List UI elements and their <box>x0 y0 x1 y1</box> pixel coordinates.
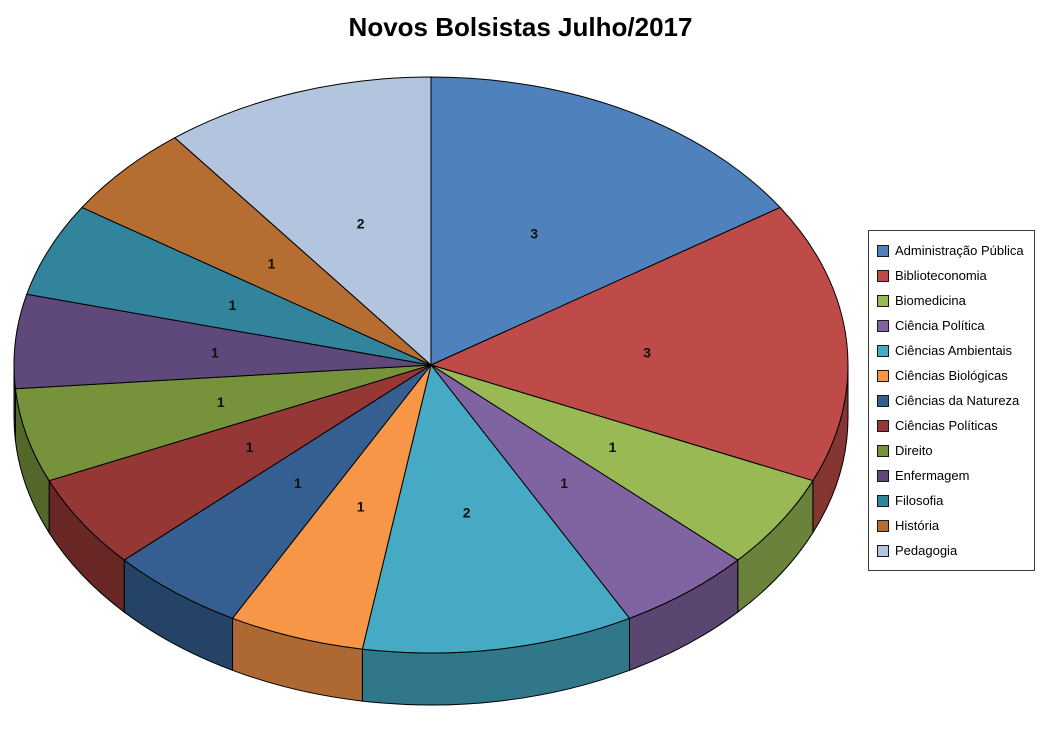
legend-label: Ciências Políticas <box>895 418 998 433</box>
slice-value-label: 3 <box>643 345 651 361</box>
legend-item: Filosofia <box>877 488 1024 513</box>
legend-label: Enfermagem <box>895 468 970 483</box>
legend-swatch <box>877 519 889 532</box>
pie-slice <box>430 364 739 619</box>
slice-value-label: 1 <box>268 256 276 272</box>
pie-slice <box>232 364 432 650</box>
legend-swatch <box>877 244 889 257</box>
legend-label: Pedagogia <box>895 543 958 558</box>
legend-label: Ciências Ambientais <box>895 343 1013 358</box>
legend-item: Biomedicina <box>877 288 1024 313</box>
legend-swatch <box>877 544 889 557</box>
legend-swatch <box>877 319 889 332</box>
legend-label: Ciências da Natureza <box>895 393 1020 408</box>
legend-swatch <box>877 444 889 457</box>
legend-swatch <box>877 494 889 507</box>
pie-slice <box>361 364 630 654</box>
pie-slice <box>26 206 432 366</box>
legend-swatch <box>877 469 889 482</box>
legend-swatch <box>877 419 889 432</box>
legend: Administração Pública Biblioteconomia Biom… <box>868 230 1035 571</box>
legend-item: Ciências Biológicas <box>877 363 1024 388</box>
slice-value-label: 2 <box>357 215 365 231</box>
slice-value-label: 1 <box>246 439 254 455</box>
legend-label: Biomedicina <box>895 293 966 308</box>
pie-slice <box>13 293 432 390</box>
legend-label: Biblioteconomia <box>895 268 987 283</box>
slice-value-label: 1 <box>294 475 302 491</box>
legend-label: Filosofia <box>895 493 944 508</box>
legend-item: Administração Pública <box>877 238 1024 263</box>
slice-value-label: 1 <box>211 345 219 361</box>
pie-slice <box>48 364 432 561</box>
legend-swatch <box>877 394 889 407</box>
pie-slice <box>430 364 814 561</box>
chart-title: Novos Bolsistas Julho/2017 <box>348 12 693 42</box>
legend-label: Ciências Biológicas <box>895 368 1008 383</box>
legend-item: Enfermagem <box>877 463 1024 488</box>
legend-label: Administração Pública <box>895 243 1024 258</box>
slice-value-label: 1 <box>560 475 568 491</box>
slice-value-label: 1 <box>229 297 237 313</box>
slice-value-label: 3 <box>530 225 538 241</box>
legend-swatch <box>877 294 889 307</box>
legend-item: Pedagogia <box>877 538 1024 563</box>
legend-label: Ciência Política <box>895 318 985 333</box>
pie-slice <box>81 137 432 366</box>
legend-item: Direito <box>877 438 1024 463</box>
slice-value-label: 1 <box>609 439 617 455</box>
legend-swatch <box>877 269 889 282</box>
pie-slice <box>174 76 432 366</box>
legend-item: Ciências Políticas <box>877 413 1024 438</box>
slice-value-label: 1 <box>217 394 225 410</box>
slice-value-label: 2 <box>463 505 471 521</box>
legend-item: Biblioteconomia <box>877 263 1024 288</box>
legend-item: Ciências da Natureza <box>877 388 1024 413</box>
pie-slice <box>430 76 781 366</box>
legend-item: Ciências Ambientais <box>877 338 1024 363</box>
legend-item: Ciência Política <box>877 313 1024 338</box>
slice-value-label: 1 <box>357 499 365 515</box>
legend-label: História <box>895 518 940 533</box>
legend-item: História <box>877 513 1024 538</box>
legend-swatch <box>877 344 889 357</box>
pie-slice <box>430 206 849 482</box>
legend-label: Direito <box>895 443 933 458</box>
pie-slice <box>123 364 432 619</box>
legend-swatch <box>877 369 889 382</box>
pie-slice <box>14 364 432 482</box>
